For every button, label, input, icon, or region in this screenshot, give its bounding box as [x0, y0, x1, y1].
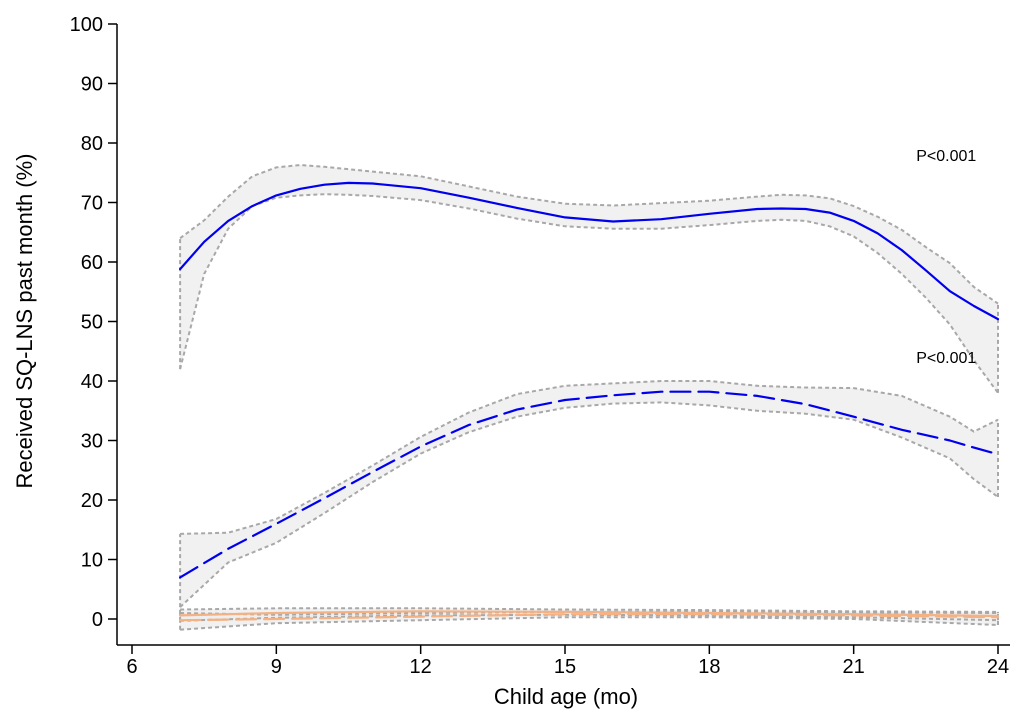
- x-tick-label: 9: [271, 656, 282, 678]
- ci-lower-line-2: [180, 613, 999, 622]
- series-line-0: [179, 181, 1000, 321]
- ci-upper-line-1: [180, 380, 999, 535]
- ci-upper-line-0: [179, 163, 999, 305]
- annotation-p-value-upper: P<0.001: [916, 148, 976, 165]
- x-tick-label: 18: [698, 656, 720, 678]
- ci-lower-line-0: [179, 193, 999, 394]
- ticks: 0 10 20 30 40 50 60 70 80 90 100 6 9 12 15 18 21 24: [70, 14, 1010, 678]
- y-tick-label: 50: [81, 312, 103, 334]
- y-tick-label: 30: [81, 431, 103, 453]
- ci-upper-line-3: [180, 610, 999, 616]
- ci-band-1: [180, 381, 999, 608]
- y-tick-label: 10: [81, 550, 103, 572]
- y-axis-title: Received SQ-LNS past month (%): [12, 153, 37, 488]
- y-tick-label: 0: [92, 609, 103, 631]
- ci-upper-line-2: [180, 607, 999, 613]
- y-tick-label: 80: [81, 133, 103, 155]
- series-line-3: [179, 613, 1000, 622]
- y-tick-label: 40: [81, 371, 103, 393]
- x-tick-label: 6: [126, 656, 137, 678]
- series-line-2: [179, 610, 1000, 618]
- ci-band-0: [180, 165, 999, 393]
- x-tick-label: 15: [554, 656, 576, 678]
- x-axis-title: Child age (mo): [494, 684, 638, 709]
- y-tick-label: 70: [81, 193, 103, 215]
- ci-lower-line-1: [179, 401, 999, 608]
- x-tick-label: 12: [410, 656, 432, 678]
- confidence-limit-lines: [179, 163, 999, 631]
- y-tick-label: 100: [70, 14, 103, 36]
- series-line-1: [179, 390, 1000, 579]
- axes: [116, 24, 1010, 646]
- y-tick-label: 90: [81, 74, 103, 96]
- y-tick-label: 20: [81, 490, 103, 512]
- y-tick-label: 60: [81, 252, 103, 274]
- series-lines: [179, 181, 1000, 622]
- annotation-p-value-lower: P<0.001: [916, 350, 976, 367]
- x-tick-label: 24: [987, 656, 1009, 678]
- x-tick-label: 21: [843, 656, 865, 678]
- ci-lower-line-3: [180, 616, 999, 631]
